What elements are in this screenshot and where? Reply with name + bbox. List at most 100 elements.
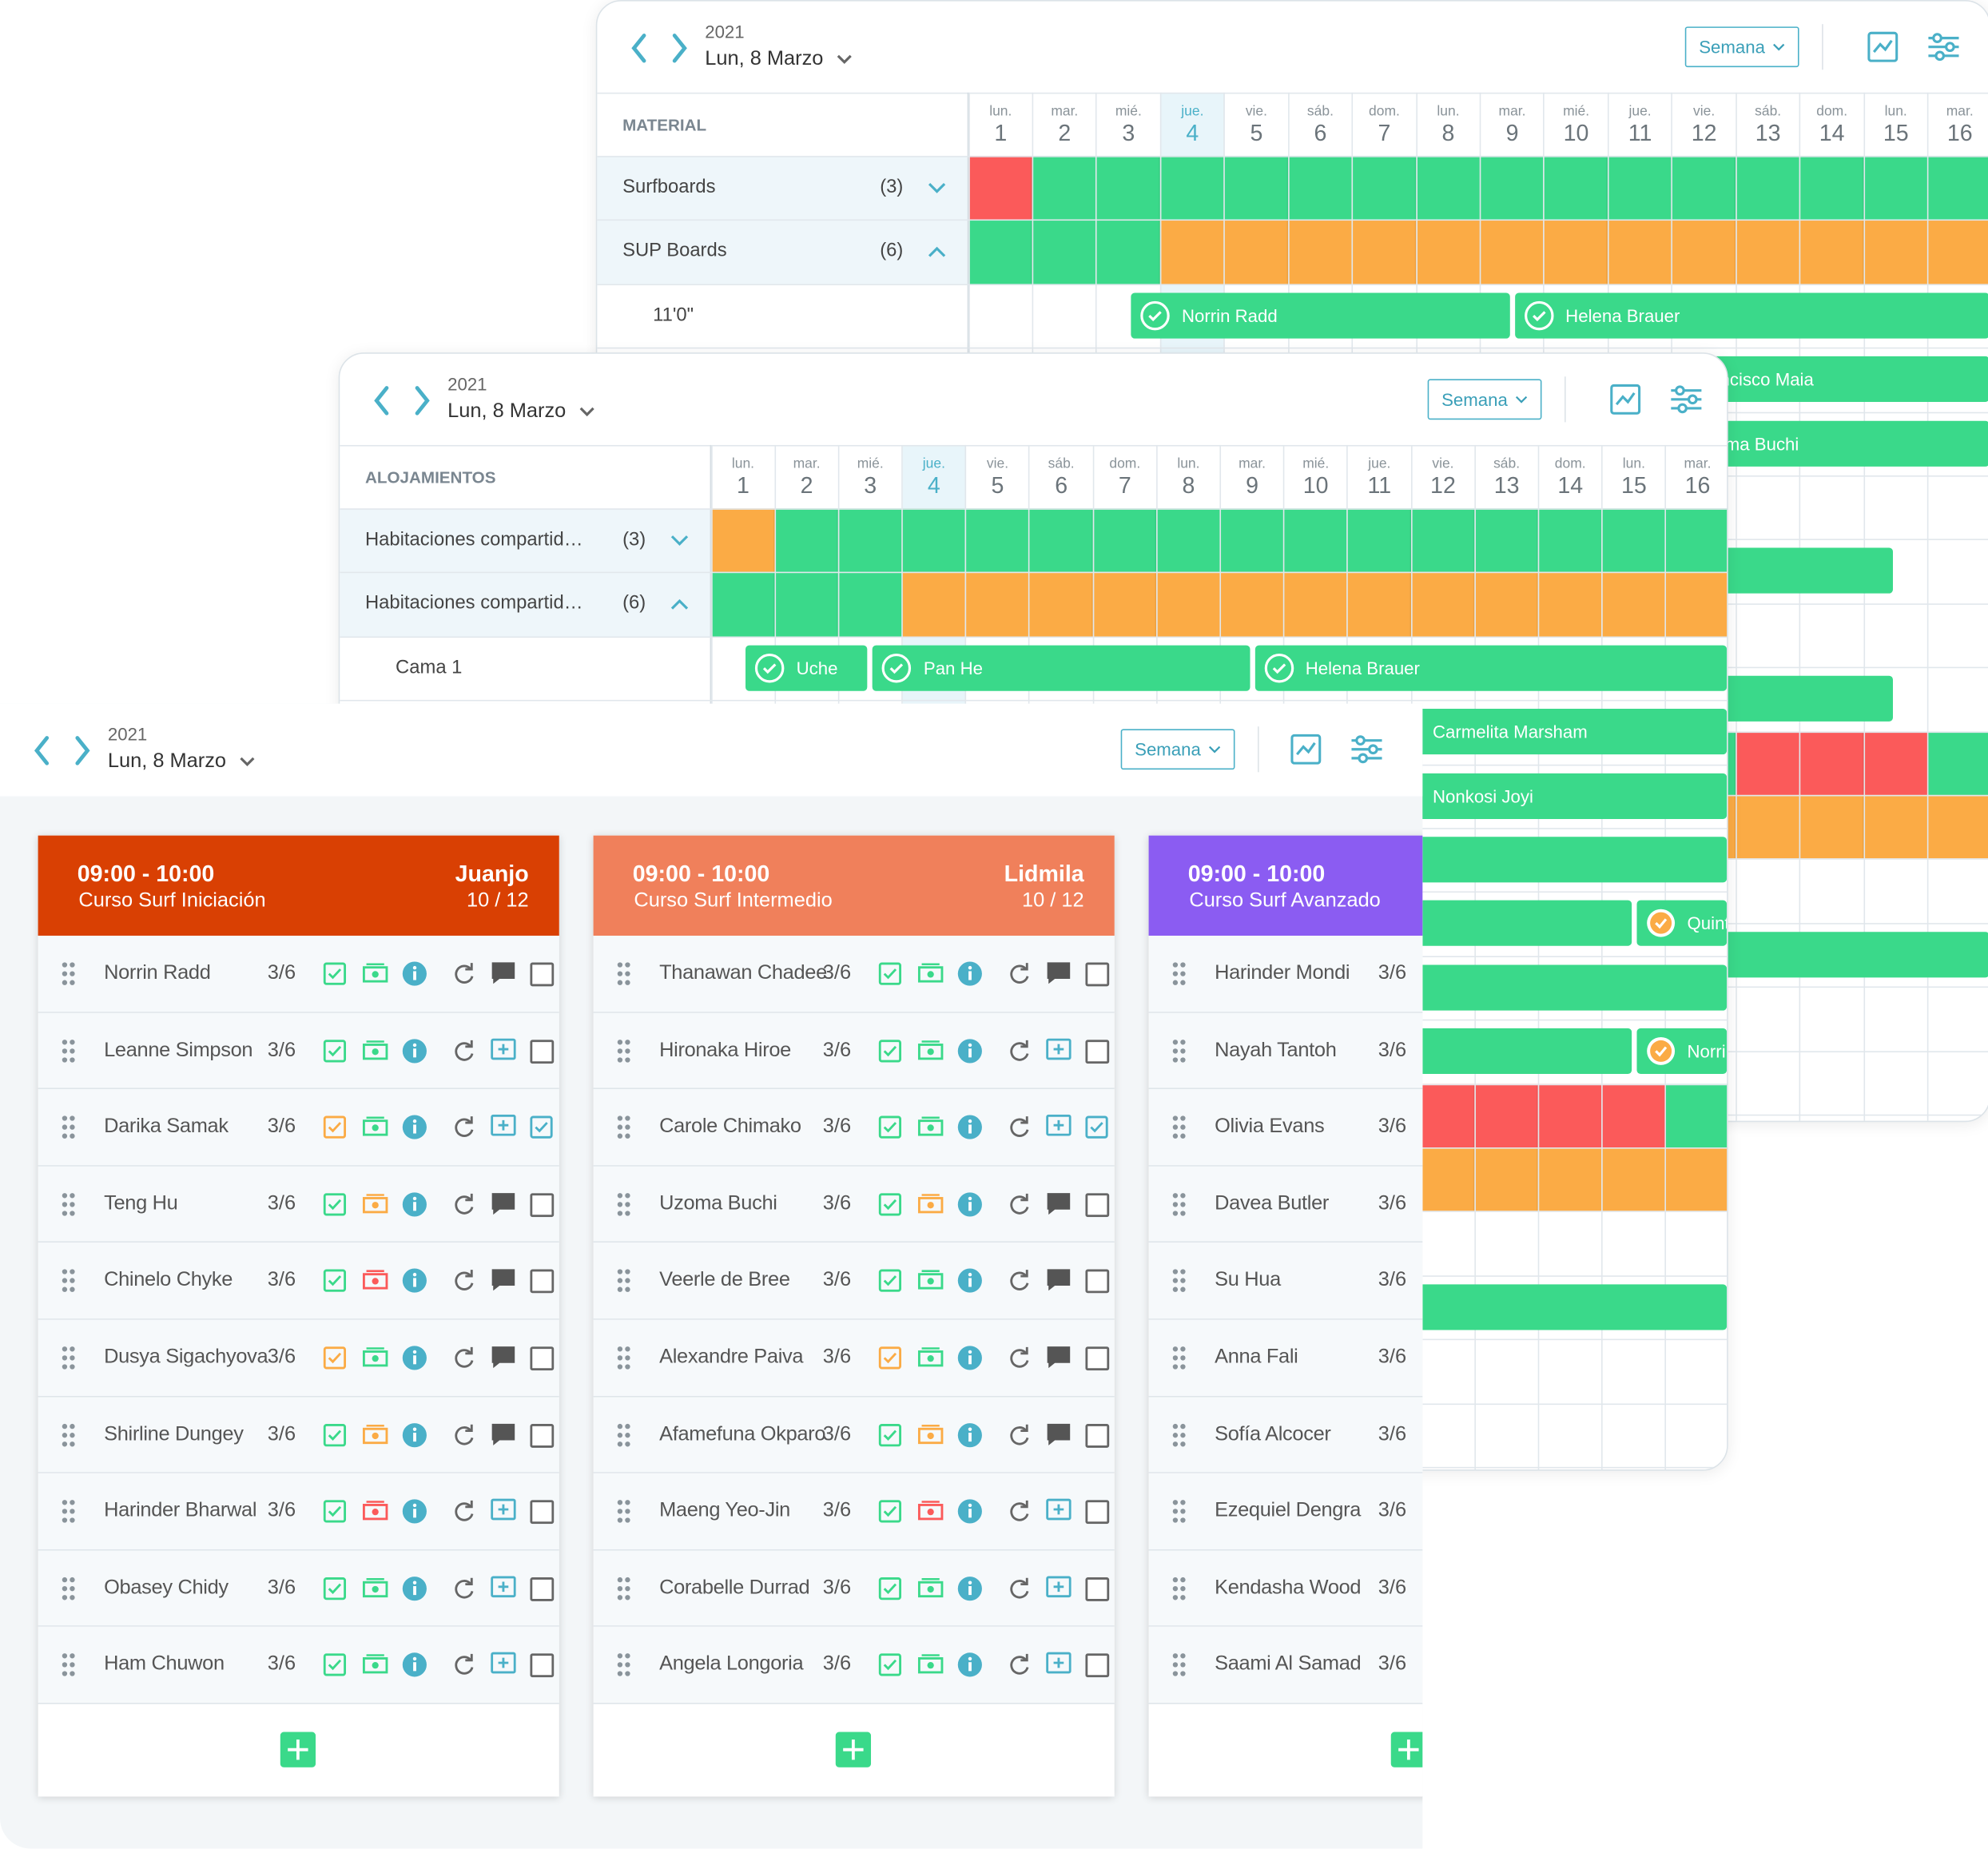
comment-button[interactable]	[1046, 1268, 1072, 1292]
payment-status[interactable]	[323, 1577, 347, 1600]
payment-status[interactable]	[878, 1500, 902, 1523]
attendance-checkbox[interactable]	[530, 1039, 555, 1064]
drag-handle[interactable]	[1171, 1499, 1187, 1525]
payment-status[interactable]	[878, 1577, 902, 1600]
booking[interactable]: Quint	[1636, 901, 1728, 947]
drag-handle[interactable]	[1171, 1346, 1187, 1371]
booking[interactable]: Norrin Radd	[1636, 1028, 1728, 1075]
change-button[interactable]	[1007, 1499, 1032, 1525]
comment-button[interactable]	[1046, 961, 1072, 985]
comment-button[interactable]	[1046, 1422, 1072, 1446]
booking[interactable]: Carmelita Marsham	[1382, 709, 1728, 755]
payment-status[interactable]	[878, 1115, 902, 1139]
deposit-status[interactable]	[362, 1268, 388, 1291]
drag-handle[interactable]	[616, 1652, 631, 1678]
payment-status[interactable]	[878, 1423, 902, 1446]
attendance-checkbox[interactable]	[1085, 1346, 1110, 1371]
deposit-status[interactable]	[362, 1115, 388, 1138]
change-button[interactable]	[1007, 1038, 1032, 1064]
attendance-checkbox[interactable]	[530, 1653, 555, 1678]
payment-status[interactable]	[323, 1500, 347, 1523]
prev-button[interactable]	[372, 384, 392, 417]
deposit-status[interactable]	[917, 1346, 944, 1369]
deposit-status[interactable]	[917, 1422, 944, 1445]
booking[interactable]: Nonkosi Joyi	[1382, 773, 1728, 819]
payment-status[interactable]	[323, 1192, 347, 1216]
add-comment-button[interactable]	[1046, 1652, 1072, 1676]
change-button[interactable]	[1007, 1652, 1032, 1678]
deposit-status[interactable]	[362, 961, 388, 984]
date-selector[interactable]: Lun, 8 Marzo	[447, 400, 596, 423]
drag-handle[interactable]	[616, 1499, 631, 1525]
add-comment-button[interactable]	[491, 1115, 516, 1139]
payment-status[interactable]	[878, 1270, 902, 1293]
info-button[interactable]	[402, 1346, 427, 1371]
change-button[interactable]	[451, 1346, 477, 1371]
deposit-status[interactable]	[917, 1576, 944, 1599]
attendance-checkbox[interactable]	[1085, 1270, 1110, 1294]
date-selector[interactable]: Lun, 8 Marzo	[108, 750, 256, 773]
comment-button[interactable]	[1046, 1191, 1072, 1215]
payment-status[interactable]	[323, 1423, 347, 1446]
change-button[interactable]	[1007, 1346, 1032, 1371]
stats-button[interactable]	[1867, 31, 1899, 62]
change-button[interactable]	[451, 1499, 477, 1525]
next-button[interactable]	[412, 384, 432, 417]
info-button[interactable]	[957, 1346, 983, 1371]
add-comment-button[interactable]	[491, 1652, 516, 1676]
view-select[interactable]: Semana	[1427, 379, 1542, 420]
expand-toggle[interactable]	[927, 244, 947, 259]
attendance-checkbox[interactable]	[530, 1115, 554, 1140]
expand-toggle[interactable]	[670, 596, 690, 611]
booking[interactable]: Helena Brauer	[1254, 645, 1728, 691]
add-comment-button[interactable]	[1046, 1498, 1072, 1523]
prev-button[interactable]	[32, 734, 52, 767]
add-comment-button[interactable]	[491, 1038, 516, 1062]
deposit-status[interactable]	[917, 1115, 944, 1138]
drag-handle[interactable]	[616, 1038, 631, 1064]
change-button[interactable]	[451, 1652, 477, 1678]
info-button[interactable]	[402, 1038, 427, 1064]
filter-button[interactable]	[1670, 384, 1703, 415]
expand-toggle[interactable]	[927, 180, 947, 195]
drag-handle[interactable]	[616, 1191, 631, 1217]
add-attendee-button[interactable]	[280, 1732, 316, 1767]
payment-status[interactable]	[878, 962, 902, 985]
drag-handle[interactable]	[1171, 1191, 1187, 1217]
change-button[interactable]	[451, 1422, 477, 1448]
drag-handle[interactable]	[616, 1422, 631, 1448]
view-select[interactable]: Semana	[1120, 729, 1235, 770]
attendance-checkbox[interactable]	[530, 1500, 555, 1525]
drag-handle[interactable]	[616, 1576, 631, 1601]
comment-button[interactable]	[491, 1422, 516, 1446]
booking[interactable]: Uche	[746, 645, 869, 691]
add-attendee-button[interactable]	[1390, 1732, 1423, 1767]
deposit-status[interactable]	[917, 1499, 944, 1522]
attendance-checkbox[interactable]	[530, 1192, 555, 1217]
info-button[interactable]	[957, 1652, 983, 1678]
comment-button[interactable]	[491, 1268, 516, 1292]
attendance-checkbox[interactable]	[530, 1346, 555, 1371]
drag-handle[interactable]	[1171, 1576, 1187, 1601]
info-button[interactable]	[957, 1499, 983, 1525]
info-button[interactable]	[957, 1115, 983, 1140]
deposit-status[interactable]	[917, 1191, 944, 1215]
info-button[interactable]	[957, 1191, 983, 1217]
drag-handle[interactable]	[1171, 1652, 1187, 1678]
info-button[interactable]	[957, 1038, 983, 1064]
deposit-status[interactable]	[917, 1652, 944, 1676]
drag-handle[interactable]	[616, 961, 631, 987]
drag-handle[interactable]	[616, 1346, 631, 1371]
comment-button[interactable]	[491, 1191, 516, 1215]
change-button[interactable]	[451, 1576, 477, 1601]
attendance-checkbox[interactable]	[1085, 962, 1110, 987]
expand-toggle[interactable]	[670, 532, 690, 547]
drag-handle[interactable]	[61, 1652, 76, 1678]
change-button[interactable]	[451, 1268, 477, 1294]
deposit-status[interactable]	[362, 1038, 388, 1061]
payment-status[interactable]	[323, 1270, 347, 1293]
info-button[interactable]	[402, 1115, 427, 1140]
change-button[interactable]	[451, 1038, 477, 1064]
add-comment-button[interactable]	[1046, 1115, 1072, 1139]
payment-status[interactable]	[323, 1653, 347, 1677]
